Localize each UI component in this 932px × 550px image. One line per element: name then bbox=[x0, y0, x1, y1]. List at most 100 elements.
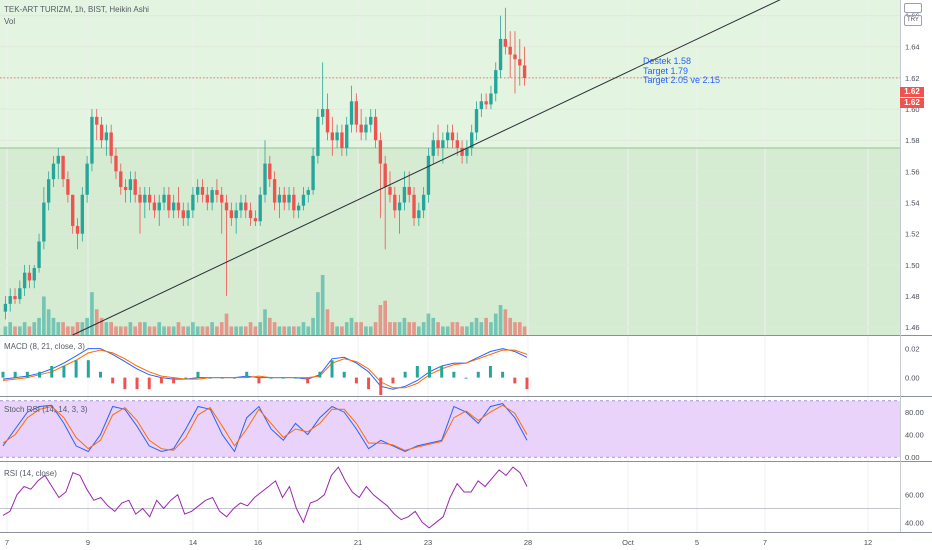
candle-body bbox=[402, 186, 407, 203]
candle-body bbox=[436, 140, 440, 149]
volume-bar bbox=[37, 317, 41, 335]
candle-body bbox=[412, 194, 416, 219]
price-tick-label: 1.50 bbox=[905, 261, 920, 270]
currency-button[interactable]: TRY bbox=[904, 15, 922, 26]
volume-bar bbox=[70, 326, 75, 335]
rsi-label: RSI (14, close) bbox=[4, 469, 57, 478]
candle-body bbox=[282, 194, 286, 203]
stoch-label: Stoch RSI (14, 14, 3, 3) bbox=[4, 405, 88, 414]
candle-body bbox=[99, 124, 104, 141]
candle-body bbox=[61, 155, 65, 180]
candle-body bbox=[489, 93, 493, 105]
candle-body bbox=[340, 132, 344, 149]
candle-body bbox=[42, 202, 46, 242]
volume-bar bbox=[205, 326, 210, 335]
volume-bar bbox=[219, 322, 224, 335]
candle-body bbox=[253, 218, 258, 222]
macd-histogram-bar bbox=[293, 377, 297, 379]
candle-body bbox=[152, 202, 157, 211]
volume-bar bbox=[436, 322, 440, 335]
macd-histogram-bar bbox=[74, 360, 78, 378]
volume-bar bbox=[306, 326, 311, 335]
candle-body bbox=[109, 132, 113, 156]
volume-bar bbox=[13, 326, 17, 335]
candle-body bbox=[133, 179, 137, 195]
macd-histogram-bar bbox=[464, 377, 468, 379]
macd-histogram-bar bbox=[428, 366, 432, 378]
candle-body bbox=[349, 101, 354, 125]
candle-body bbox=[3, 303, 8, 312]
macd-histogram-bar bbox=[38, 371, 42, 378]
candle-body bbox=[104, 132, 109, 141]
volume-bar bbox=[479, 322, 484, 335]
candle-body bbox=[22, 272, 27, 289]
candle-body bbox=[210, 190, 214, 203]
volume-bar bbox=[316, 292, 320, 335]
price-tick-label: 1.64 bbox=[905, 43, 920, 52]
volume-bar bbox=[152, 326, 157, 335]
candle-body bbox=[296, 205, 301, 211]
candle-body bbox=[359, 124, 363, 133]
volume-bar bbox=[311, 317, 315, 335]
macd-histogram-bar bbox=[476, 371, 480, 378]
volume-bar bbox=[340, 326, 344, 335]
candle-body bbox=[176, 202, 181, 211]
time-tick-label: 28 bbox=[524, 538, 532, 547]
candle-body bbox=[450, 132, 455, 141]
candle-body bbox=[321, 109, 325, 117]
candle-body bbox=[465, 148, 469, 156]
volume-bar bbox=[426, 313, 431, 335]
indicator-tick-label: 0.00 bbox=[905, 453, 920, 462]
volume-bar bbox=[200, 326, 205, 335]
trendline bbox=[72, 0, 781, 336]
candle-body bbox=[220, 194, 224, 203]
candle-body bbox=[316, 116, 320, 156]
candle-body bbox=[474, 109, 479, 133]
macd-histogram-bar bbox=[13, 371, 17, 378]
volume-bar bbox=[431, 317, 436, 335]
candle-body bbox=[162, 194, 166, 203]
macd-histogram-bar bbox=[257, 377, 261, 384]
stoch-band bbox=[0, 400, 900, 458]
candle-body bbox=[407, 186, 411, 195]
macd-histogram-bar bbox=[123, 377, 127, 390]
macd-histogram-bar bbox=[135, 377, 139, 390]
volume-bar bbox=[51, 317, 56, 335]
macd-histogram-bar bbox=[525, 377, 529, 390]
volume-bar bbox=[301, 322, 306, 335]
time-tick-label: 21 bbox=[354, 538, 362, 547]
macd-histogram-bar bbox=[220, 377, 224, 379]
volume-bar bbox=[104, 322, 109, 335]
candle-body bbox=[301, 194, 306, 206]
volume-bar bbox=[258, 322, 263, 335]
candle-body bbox=[518, 59, 522, 66]
candle-body bbox=[498, 38, 503, 71]
macd-histogram-bar bbox=[184, 377, 188, 379]
volume-bar bbox=[80, 322, 85, 335]
macd-histogram-bar bbox=[440, 366, 444, 378]
candle-body bbox=[421, 194, 426, 211]
candle-body bbox=[32, 268, 36, 281]
macd-histogram-bar bbox=[50, 366, 54, 378]
candle-body bbox=[364, 124, 368, 133]
candle-body bbox=[460, 148, 464, 156]
price-tick-label: 1.48 bbox=[905, 292, 920, 301]
indicator-tick-label: 0.02 bbox=[905, 345, 920, 354]
candle-body bbox=[494, 70, 498, 94]
macd-histogram-bar bbox=[111, 377, 115, 384]
price-tick-label: 1.62 bbox=[905, 74, 920, 83]
candle-body bbox=[277, 194, 282, 203]
price-tick-label: 1.58 bbox=[905, 136, 920, 145]
candle-body bbox=[13, 296, 17, 300]
volume-bar bbox=[277, 326, 282, 335]
candle-body bbox=[239, 202, 243, 211]
volume-bar bbox=[99, 317, 104, 335]
time-tick-label: Oct bbox=[622, 538, 635, 547]
candle-body bbox=[171, 202, 176, 211]
volume-bar bbox=[133, 326, 138, 335]
scale-menu-button[interactable] bbox=[904, 3, 922, 13]
volume-bar bbox=[368, 326, 373, 335]
time-axis: 7 9 14 16 21 23 28 Oct 5 7 12 bbox=[5, 538, 872, 547]
candle-body bbox=[445, 132, 450, 141]
time-tick-label: 9 bbox=[86, 538, 90, 547]
